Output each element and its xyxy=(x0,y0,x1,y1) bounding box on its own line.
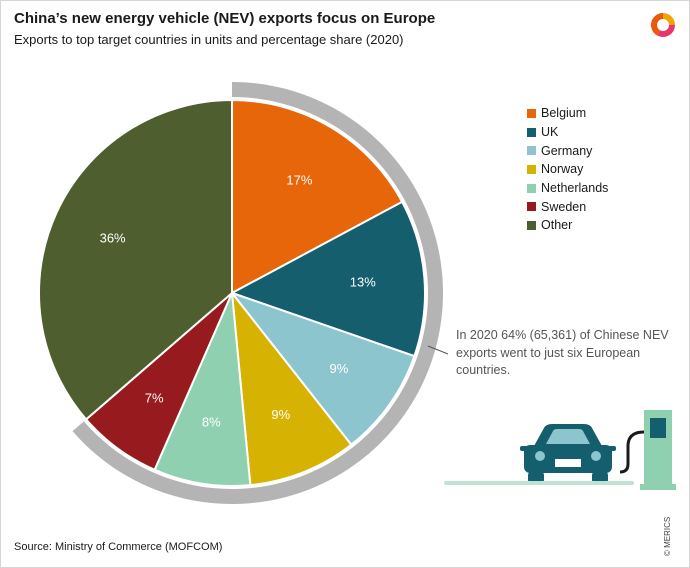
legend-item-other: Other xyxy=(527,216,608,235)
chart-title: China’s new energy vehicle (NEV) exports… xyxy=(14,10,436,27)
legend-item-germany: Germany xyxy=(527,141,608,160)
legend-item-belgium: Belgium xyxy=(527,104,608,123)
legend-label-other: Other xyxy=(541,218,573,233)
legend-swatch-germany xyxy=(527,146,536,156)
legend-swatch-sweden xyxy=(527,202,536,212)
legend-label-sweden: Sweden xyxy=(541,199,587,214)
ground-line xyxy=(444,481,634,485)
charging-station-icon xyxy=(619,410,676,490)
legend: Belgium UK Germany Norway Netherlands Sweden O… xyxy=(527,104,608,235)
electric-car-icon xyxy=(520,424,616,483)
legend-label-belgium: Belgium xyxy=(541,106,587,121)
legend-item-norway: Norway xyxy=(527,160,608,179)
legend-label-norway: Norway xyxy=(541,162,584,177)
legend-label-germany: Germany xyxy=(541,143,593,158)
legend-swatch-other xyxy=(527,220,536,230)
pie-label-belgium: 17% xyxy=(286,172,312,187)
annotation-pointer xyxy=(427,345,449,355)
pie-slice-labels: 17% 13% 9% 9% 8% 7% 36% xyxy=(100,172,377,429)
pie-slice-norway xyxy=(230,289,353,487)
europe-highlight-band xyxy=(72,82,444,505)
annotation-text: In 2020 64% (65,361) of Chinese NEV expo… xyxy=(456,328,669,377)
pie-label-germany: 9% xyxy=(330,361,349,376)
chart-subtitle: Exports to top target countries in units… xyxy=(14,32,404,47)
pie-slice-belgium xyxy=(231,98,404,295)
legend-swatch-uk xyxy=(527,127,536,137)
merics-logo-icon xyxy=(650,12,675,38)
pie-slices xyxy=(38,98,426,487)
pie-slice-netherlands xyxy=(153,289,252,487)
pie-slice-germany xyxy=(229,290,416,447)
pie-label-other: 36% xyxy=(100,230,126,245)
pie-slice-uk xyxy=(229,200,426,358)
pie-slice-other xyxy=(38,98,233,421)
legend-label-netherlands: Netherlands xyxy=(541,181,609,196)
legend-swatch-norway xyxy=(527,164,536,174)
legend-item-netherlands: Netherlands xyxy=(527,179,608,198)
legend-label-uk: UK xyxy=(541,125,559,140)
legend-swatch-belgium xyxy=(527,108,536,118)
copyright-note: © MERICS xyxy=(663,516,672,556)
pie-label-netherlands: 8% xyxy=(202,415,221,430)
legend-item-sweden: Sweden xyxy=(527,197,608,216)
legend-item-uk: UK xyxy=(527,123,608,142)
europe-highlight-arc xyxy=(72,82,444,505)
source-note: Source: Ministry of Commerce (MOFCOM) xyxy=(14,541,223,553)
pie-label-sweden: 7% xyxy=(145,391,164,406)
pie-label-norway: 9% xyxy=(271,407,290,422)
legend-swatch-netherlands xyxy=(527,183,536,193)
pie-label-uk: 13% xyxy=(350,275,376,290)
